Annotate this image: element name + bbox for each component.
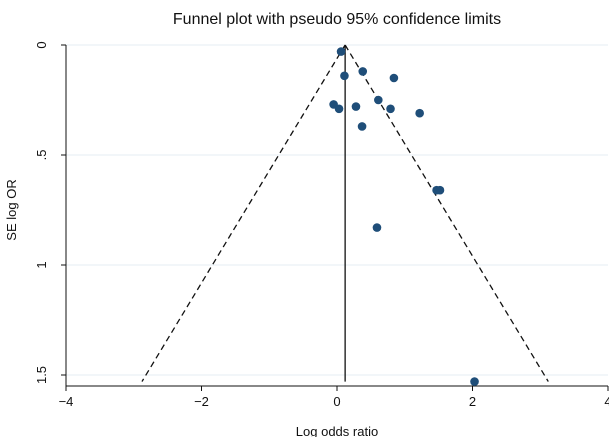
x-tick-label: 0 bbox=[333, 394, 340, 409]
y-tick-label: 1 bbox=[34, 261, 49, 268]
study-point bbox=[415, 108, 424, 118]
upper-confidence-limit bbox=[344, 44, 549, 382]
chart-title: Funnel plot with pseudo 95% confidence l… bbox=[173, 11, 501, 28]
x-tick-label: 4 bbox=[604, 394, 609, 409]
x-tick-label: −2 bbox=[194, 394, 209, 409]
study-point bbox=[435, 185, 445, 195]
lower-confidence-limit bbox=[141, 44, 346, 382]
y-tick-label: 1.5 bbox=[34, 366, 49, 384]
study-point bbox=[340, 71, 349, 81]
x-tick-label: −4 bbox=[59, 394, 74, 409]
study-point bbox=[351, 102, 361, 111]
y-axis-label: SE log OR bbox=[4, 179, 19, 240]
gridlines bbox=[66, 44, 608, 376]
study-point bbox=[389, 73, 399, 83]
study-point bbox=[386, 104, 395, 114]
study-points bbox=[329, 47, 479, 386]
study-point bbox=[374, 95, 383, 105]
x-tick-label: 2 bbox=[469, 394, 476, 409]
x-axis-label: Log odds ratio bbox=[296, 424, 378, 437]
study-point bbox=[334, 104, 344, 114]
y-tick-label: .5 bbox=[34, 150, 49, 161]
y-tick-label: 0 bbox=[34, 41, 49, 48]
study-point bbox=[357, 122, 367, 131]
funnel-limits bbox=[141, 44, 549, 382]
study-point bbox=[336, 47, 346, 56]
study-point bbox=[358, 67, 368, 76]
study-point bbox=[372, 223, 382, 232]
axes: 0 .5 1 1.5 −4 −2 0 2 4 bbox=[34, 41, 609, 409]
study-point bbox=[470, 377, 479, 386]
